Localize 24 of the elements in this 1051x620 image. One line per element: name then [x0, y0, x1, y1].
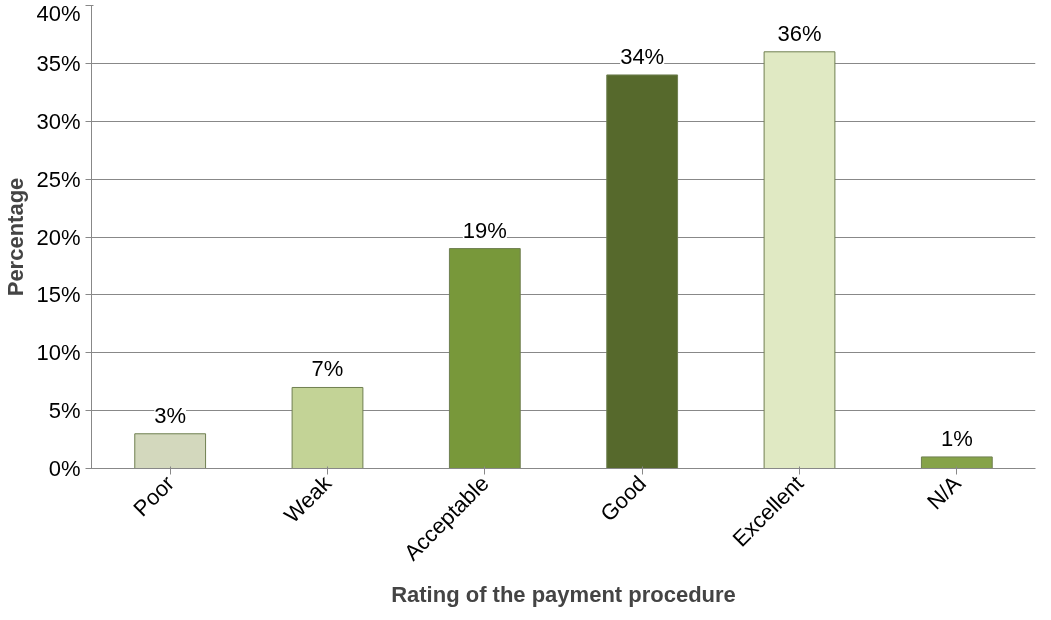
bar	[606, 74, 679, 469]
x-axis-title: Rating of the payment procedure	[391, 582, 736, 608]
y-axis-title: Percentage	[3, 177, 29, 297]
bar	[920, 456, 993, 469]
x-tick-label: N/A	[922, 470, 966, 515]
y-tick-label: 0%	[48, 456, 81, 481]
data-label: 1%	[940, 425, 973, 451]
y-tick-label: 15%	[36, 282, 81, 308]
data-label: 34%	[620, 43, 665, 69]
y-tick-label: 5%	[48, 398, 81, 424]
y-tick-label: 10%	[36, 340, 81, 366]
y-tick-label: 20%	[36, 224, 81, 250]
y-tick-label: 30%	[36, 108, 81, 134]
y-tick-label: 25%	[36, 166, 81, 192]
bar	[763, 51, 836, 469]
bar	[448, 248, 521, 469]
bar	[134, 433, 207, 469]
y-tick-label: 35%	[36, 50, 81, 76]
bar	[291, 386, 364, 469]
data-label: 36%	[777, 20, 822, 46]
data-label: 7%	[311, 356, 344, 382]
data-label: 3%	[154, 402, 187, 428]
data-label: 19%	[462, 217, 507, 243]
y-tick-label: 40%	[36, 0, 81, 26]
